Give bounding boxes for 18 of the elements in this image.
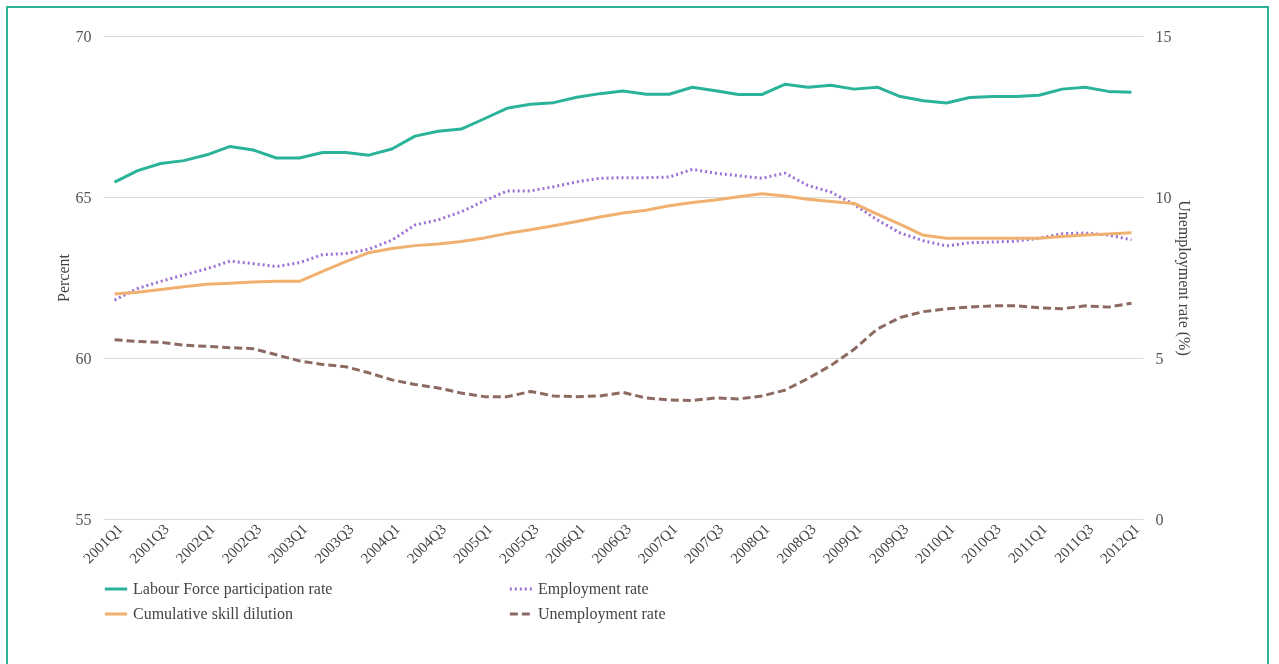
legend-label: Unemployment rate: [538, 605, 666, 623]
y-tick-label: 55: [75, 510, 92, 528]
y2-tick-label: 10: [1155, 188, 1172, 206]
y-axis-title: Percent: [54, 253, 72, 302]
legend-label: Cumulative skill dilution: [133, 605, 293, 622]
y-tick-label: 60: [75, 349, 92, 367]
legend-label: Labour Force participation rate: [133, 580, 333, 598]
y2-tick-label: 15: [1155, 27, 1172, 45]
line-series: [113, 301, 1133, 402]
y-tick-label: 70: [75, 27, 92, 45]
line-series: [113, 192, 1133, 296]
y-tick-label: 65: [75, 188, 92, 206]
line-series: [113, 167, 1133, 302]
y2-tick-label: 5: [1155, 349, 1164, 367]
line-series: [113, 82, 1133, 184]
legend-label: Employment rate: [538, 580, 649, 598]
y2-tick-label: 0: [1155, 510, 1164, 528]
y2-axis-title: Unemployment rate (%): [1174, 200, 1193, 356]
